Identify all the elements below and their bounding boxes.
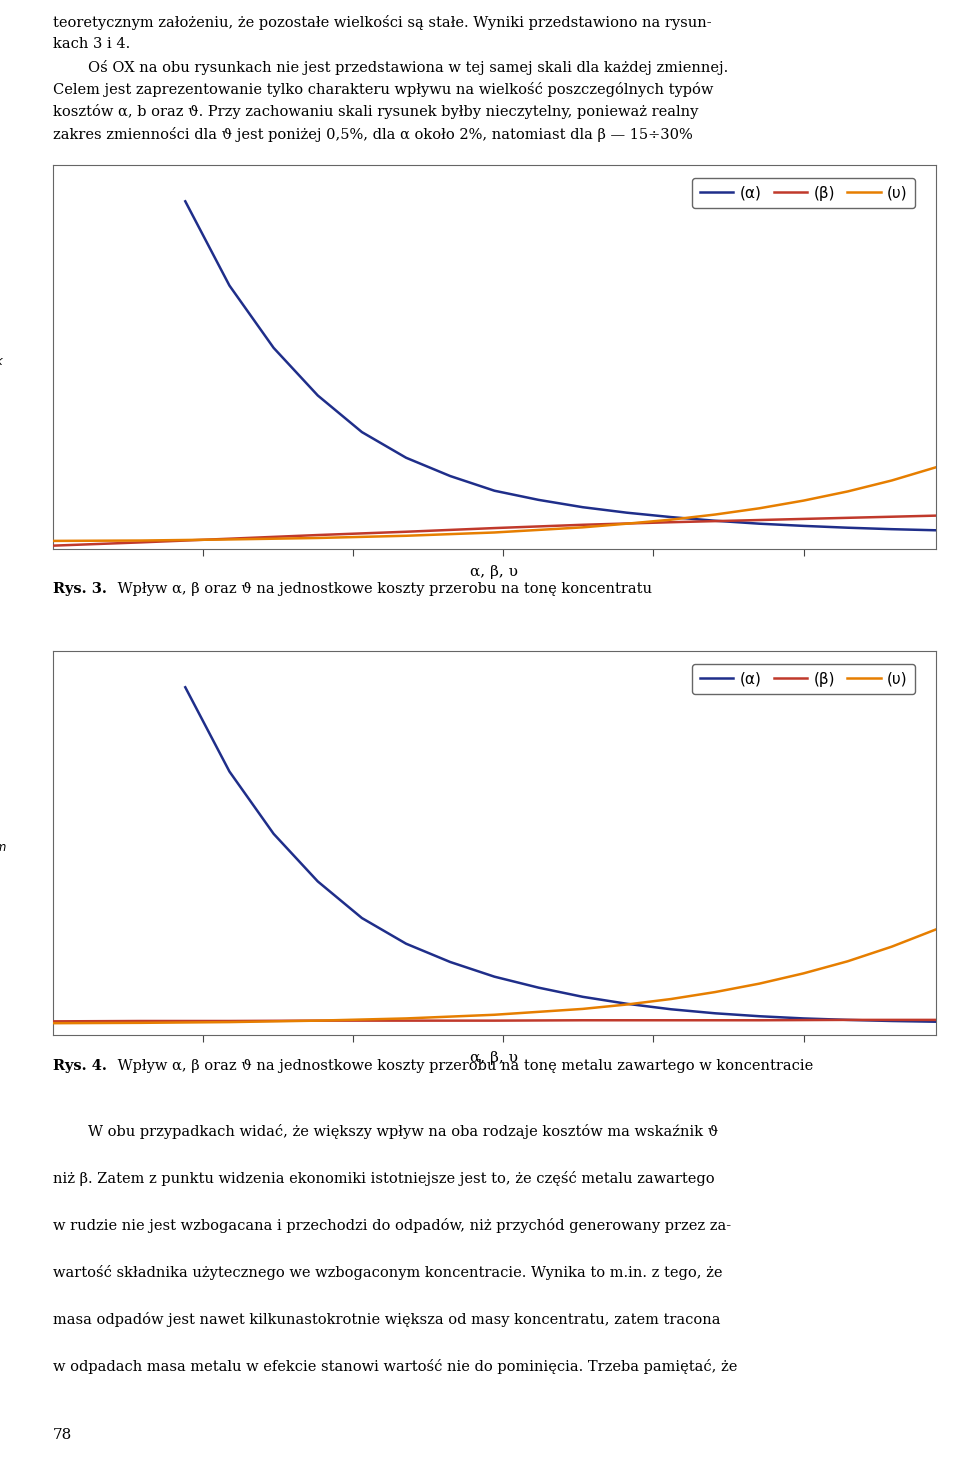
- Text: kosztów α, b oraz ϑ. Przy zachowaniu skali rysunek byłby nieczytelny, ponieważ r: kosztów α, b oraz ϑ. Przy zachowaniu ska…: [53, 104, 698, 120]
- Text: kach 3 i 4.: kach 3 i 4.: [53, 37, 130, 51]
- Text: zakres zmienności dla ϑ jest poniżej 0,5%, dla α około 2%, natomiast dla β — 15÷: zakres zmienności dla ϑ jest poniżej 0,5…: [53, 127, 692, 142]
- Text: Oś OX na obu rysunkach nie jest przedstawiona w tej samej skali dla każdej zmien: Oś OX na obu rysunkach nie jest przedsta…: [88, 60, 729, 75]
- Text: Wpływ α, β oraz ϑ na jednostkowe koszty przerobu na tonę koncentratu: Wpływ α, β oraz ϑ na jednostkowe koszty …: [113, 583, 652, 596]
- Text: W obu przypadkach widać, że większy wpływ na oba rodzaje kosztów ma wskaźnik ϑ: W obu przypadkach widać, że większy wpły…: [88, 1124, 718, 1138]
- Text: $K_k$: $K_k$: [0, 347, 6, 368]
- Text: 78: 78: [53, 1427, 72, 1442]
- Text: Rys. 4.: Rys. 4.: [53, 1059, 107, 1074]
- Legend: (α), (β), (υ): (α), (β), (υ): [692, 664, 915, 694]
- X-axis label: α, β, υ: α, β, υ: [470, 1050, 518, 1065]
- Text: Wpływ α, β oraz ϑ na jednostkowe koszty przerobu na tonę metalu zawartego w konc: Wpływ α, β oraz ϑ na jednostkowe koszty …: [113, 1059, 813, 1074]
- Text: wartość składnika użytecznego we wzbogaconym koncentracie. Wynika to m.in. z teg: wartość składnika użytecznego we wzbogac…: [53, 1264, 722, 1280]
- Text: Rys. 3.: Rys. 3.: [53, 583, 107, 596]
- Text: $K_m$: $K_m$: [0, 834, 7, 853]
- X-axis label: α, β, υ: α, β, υ: [470, 564, 518, 579]
- Text: niż β. Zatem z punktu widzenia ekonomiki istotniejsze jest to, że część metalu z: niż β. Zatem z punktu widzenia ekonomiki…: [53, 1171, 714, 1185]
- Text: w odpadach masa metalu w efekcie stanowi wartość nie do pominięcia. Trzeba pamię: w odpadach masa metalu w efekcie stanowi…: [53, 1360, 737, 1374]
- Legend: (α), (β), (υ): (α), (β), (υ): [692, 179, 915, 208]
- Text: w rudzie nie jest wzbogacana i przechodzi do odpadów, niż przychód generowany pr: w rudzie nie jest wzbogacana i przechodz…: [53, 1217, 731, 1232]
- Text: masa odpadów jest nawet kilkunastokrotnie większa od masy koncentratu, zatem tra: masa odpadów jest nawet kilkunastokrotni…: [53, 1311, 720, 1327]
- Text: Celem jest zaprezentowanie tylko charakteru wpływu na wielkość poszczególnych ty: Celem jest zaprezentowanie tylko charakt…: [53, 82, 713, 97]
- Text: teoretycznym założeniu, że pozostałe wielkości są stałe. Wyniki przedstawiono na: teoretycznym założeniu, że pozostałe wie…: [53, 15, 711, 29]
